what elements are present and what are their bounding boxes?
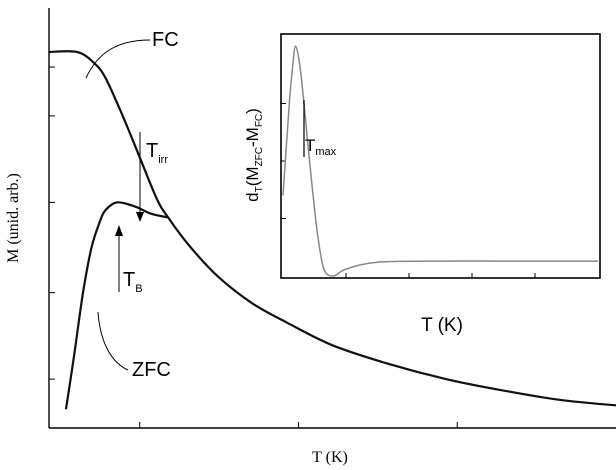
inset-background [268,26,614,288]
zfc-series-line [64,201,169,410]
inset-series-line [282,45,598,277]
main-y-axis-label: M (unid. arb.) [5,173,22,263]
tirr-arrowhead [136,212,144,222]
inset-y-axis-label: dT(MZFC-MFC) [243,108,265,202]
fc-label: FC [152,29,179,51]
fc-series-line [48,50,616,407]
inset-frame [280,33,601,279]
tmax-label: Tmax [305,136,337,158]
main-chart: FC ZFC Tirr TB M (unid. arb.) T (K) [5,8,616,466]
main-x-axis-label: T (K) [312,449,348,466]
tb-arrowhead [115,225,123,236]
zfc-pointer [97,311,129,371]
tb-label: TB [123,269,143,295]
zfc-label: ZFC [132,359,171,381]
inset-chart: Tmax dT(MZFC-MFC) T (K) [243,26,614,336]
fc-pointer [85,39,151,79]
tirr-label: Tirr [146,140,168,166]
inset-x-axis-label: T (K) [421,315,463,336]
